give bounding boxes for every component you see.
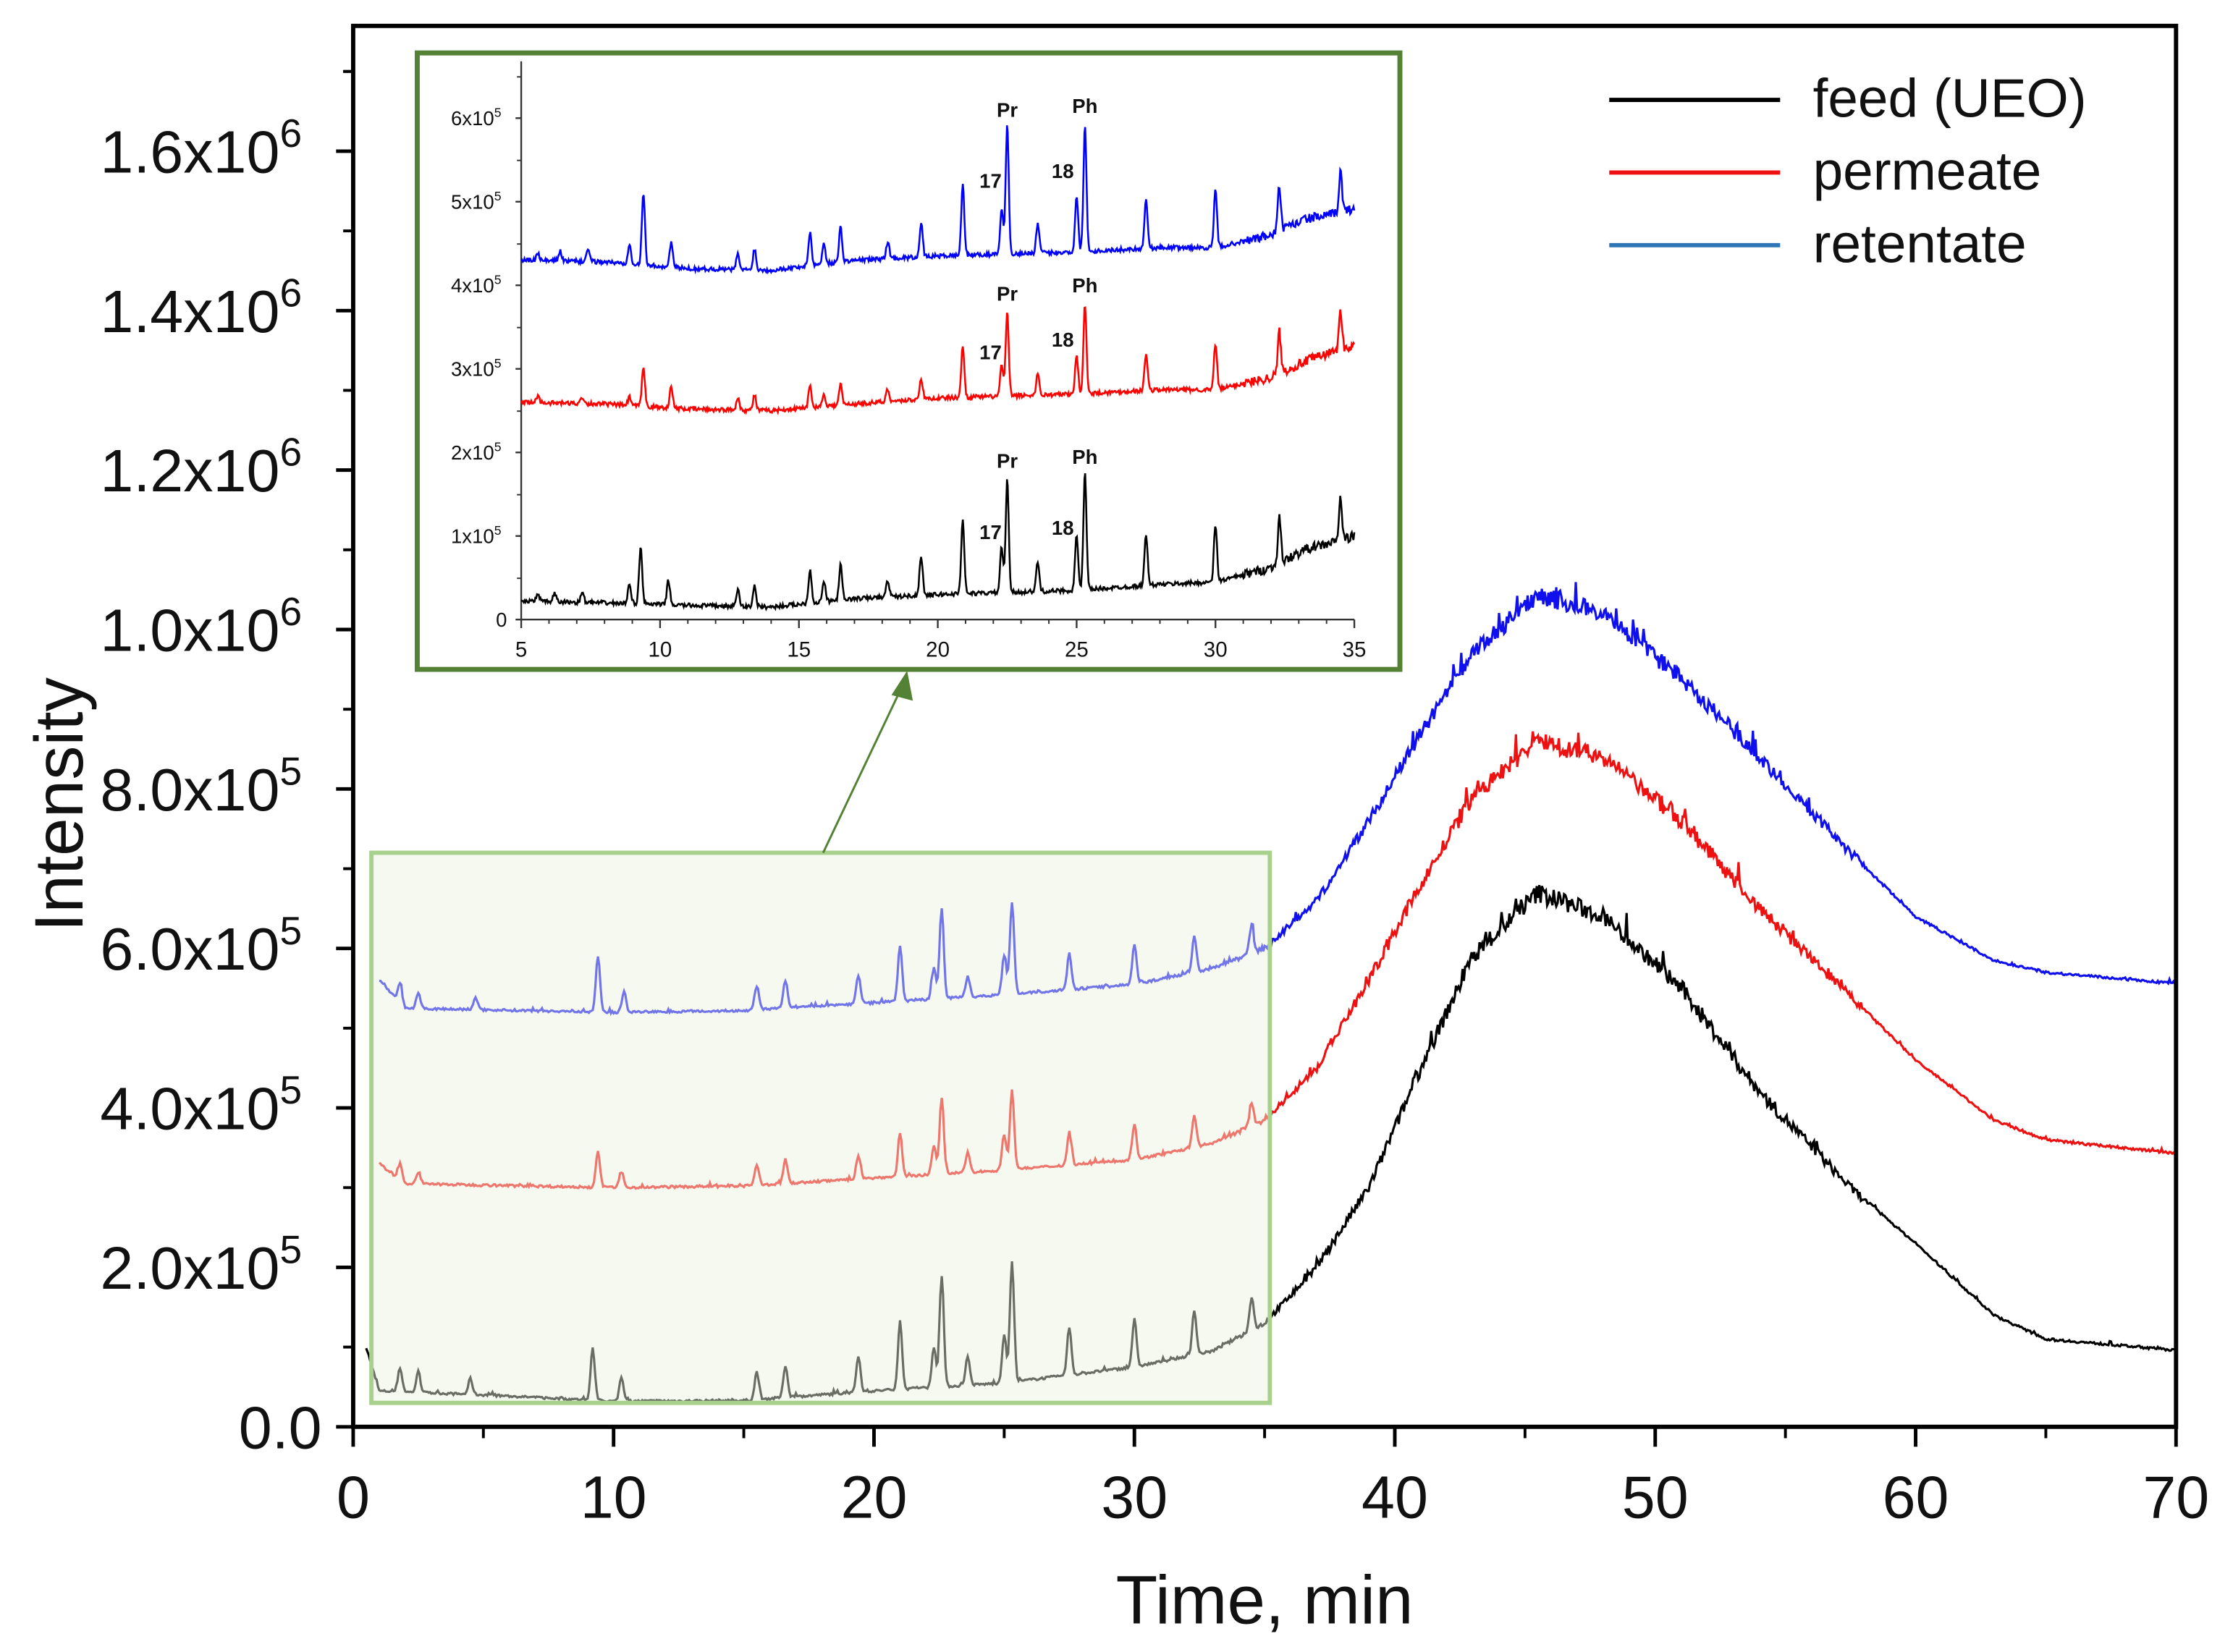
peak-label: 18: [1052, 160, 1074, 182]
y-tick-label: 2.0x105: [100, 1227, 302, 1302]
inset-y-tick-label: 6x105: [451, 105, 502, 130]
inset-x-tick-label: 10: [649, 637, 672, 661]
peak-label: Ph: [1072, 446, 1097, 468]
inset-series-line-permeate: [520, 306, 1356, 415]
legend-label: permeate: [1813, 140, 2042, 201]
main-axes: 0 10 20 30 40 50 60 700.02.0x1054.0x1056.0x1058…: [100, 69, 2209, 1531]
series-line-retentate: [379, 582, 2177, 1017]
x-tick-label: 60: [1883, 1464, 1949, 1531]
x-tick-label: 0: [337, 1464, 370, 1531]
inset-x-tick-label: 30: [1204, 637, 1228, 661]
peak-label: Ph: [1072, 95, 1097, 117]
x-tick-label: 70: [2143, 1464, 2209, 1531]
inset-y-tick-label: 3x105: [451, 356, 502, 381]
y-tick-label: 1.2x106: [100, 430, 302, 504]
y-tick-label: 1.4x106: [100, 270, 302, 344]
inset-x-tick-label: 25: [1065, 637, 1089, 661]
legend-label: feed (UEO): [1813, 68, 2087, 129]
inset-y-tick-label: 4x105: [451, 272, 502, 297]
inset-x-tick-label: 15: [787, 637, 811, 661]
peak-label: Pr: [997, 450, 1018, 473]
peak-label: 17: [979, 170, 1002, 192]
x-tick-label: 10: [581, 1464, 647, 1531]
inset-plot: 5 10 15 20 25 30 35 0 1x105 2x105 3x105 4x105 5x105 6…: [451, 61, 1367, 661]
inset-series-line-feed: [520, 473, 1356, 611]
peak-label: 18: [1052, 517, 1074, 539]
inset-y-tick-label: 2x105: [451, 439, 502, 464]
y-axis-label: Intensity: [22, 677, 98, 931]
inset-pointer-arrowhead: [891, 671, 913, 701]
series-line-permeate: [378, 731, 2177, 1190]
x-tick-label: 30: [1101, 1464, 1168, 1531]
peak-label: Pr: [997, 283, 1018, 305]
peak-label: 17: [979, 521, 1002, 543]
y-tick-label: 4.0x105: [100, 1067, 302, 1142]
y-tick-label: 1.6x106: [100, 111, 302, 185]
zoom-highlight-region: [369, 850, 1272, 1405]
inset-x-tick-label: 5: [515, 637, 527, 661]
x-tick-label: 20: [841, 1464, 908, 1531]
peak-label: 17: [979, 341, 1002, 363]
inset-x-tick-label: 20: [926, 637, 950, 661]
x-tick-label: 50: [1622, 1464, 1689, 1531]
legend-label: retentate: [1813, 213, 2027, 274]
inset-series-line-retentate: [520, 125, 1356, 275]
x-tick-label: 40: [1362, 1464, 1428, 1531]
inset-y-tick-label: 1x105: [451, 523, 502, 548]
y-tick-label: 8.0x105: [100, 748, 302, 823]
y-tick-label: 1.0x106: [100, 589, 302, 664]
peak-label: 18: [1052, 329, 1074, 351]
y-tick-label: 6.0x105: [100, 908, 302, 983]
legend: feed (UEO) permeate retentate: [1609, 68, 2087, 274]
y-tick-label: 0.0: [239, 1394, 322, 1461]
inset-pointer-arrow: [822, 690, 901, 854]
inset-frame: [415, 50, 1403, 672]
x-axis-label: Time, min: [1116, 1562, 1414, 1638]
inset-y-tick-label: 5x105: [451, 189, 502, 213]
inset-x-tick-label: 35: [1343, 637, 1367, 661]
peak-label: Ph: [1072, 274, 1097, 297]
inset-y-tick-label: 0: [496, 609, 507, 631]
peak-label: Pr: [997, 99, 1018, 122]
